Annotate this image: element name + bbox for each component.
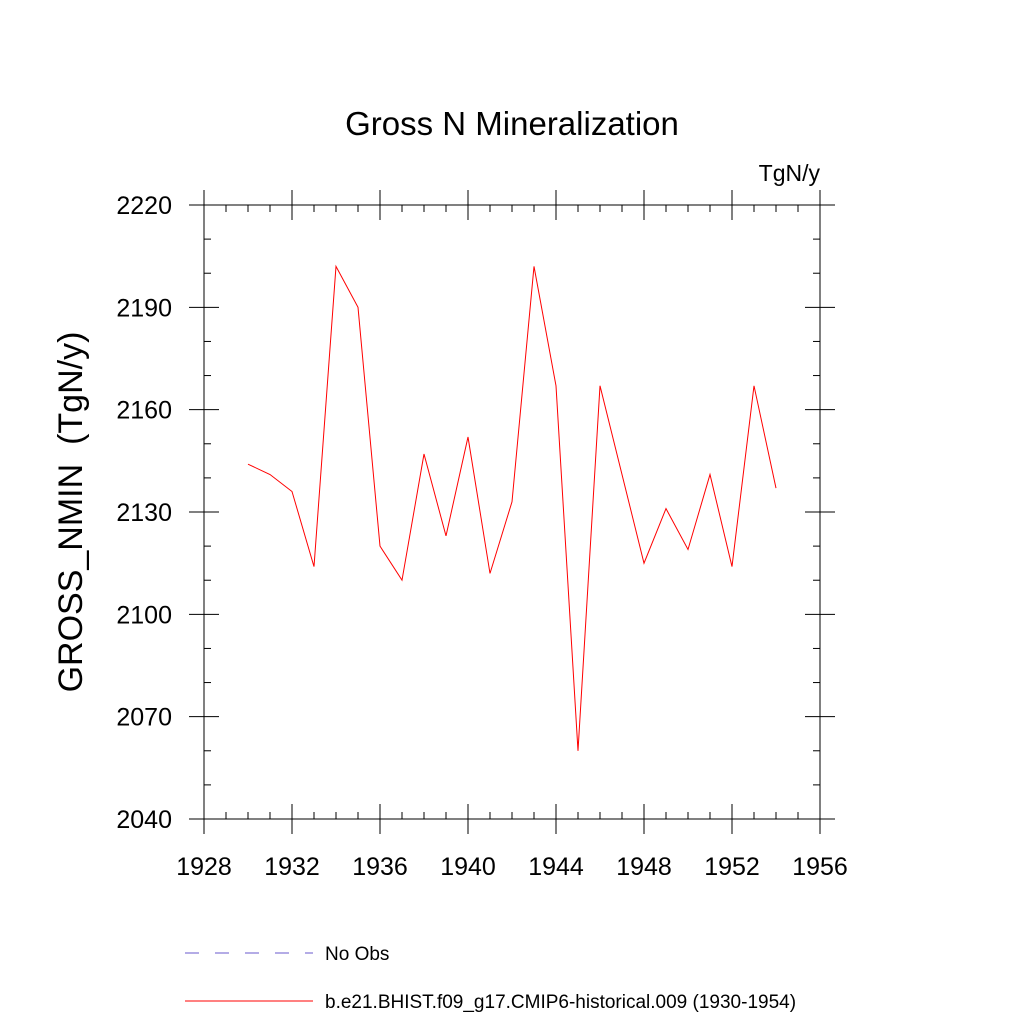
y-tick-label: 2130 <box>116 499 172 527</box>
x-tick-label: 1952 <box>704 853 760 881</box>
y-tick-label: 2100 <box>116 601 172 629</box>
x-tick-label: 1944 <box>528 853 584 881</box>
legend: No Obs b.e21.BHIST.f09_g17.CMIP6-historic… <box>185 944 796 1013</box>
legend-label: b.e21.BHIST.f09_g17.CMIP6-historical.009… <box>325 992 796 1013</box>
y-tick-label: 2190 <box>116 294 172 322</box>
plot-frame <box>203 204 821 820</box>
x-tick-label: 1928 <box>176 853 232 881</box>
chart-title: Gross N Mineralization <box>345 105 679 142</box>
x-tick-label: 1956 <box>792 853 848 881</box>
series-line <box>247 264 777 751</box>
x-tick-label: 1936 <box>352 853 408 881</box>
units-label: TgN/y <box>759 160 821 186</box>
y-tick-label: 2070 <box>116 704 172 732</box>
legend-label: No Obs <box>325 944 389 965</box>
y-tick-label: 2040 <box>116 806 172 834</box>
y-tick-label: 2220 <box>116 192 172 220</box>
x-tick-label: 1940 <box>440 853 496 881</box>
series-layer <box>247 264 777 751</box>
x-tick-label: 1948 <box>616 853 672 881</box>
y-tick-label: 2160 <box>116 397 172 425</box>
y-axis-label: GROSS_NMIN (TgN/y) <box>52 332 90 693</box>
axes-group: 1928 1932 1936 1940 1944 1948 1952 1956 2040 2070… <box>116 190 848 881</box>
x-tick-label: 1932 <box>264 853 320 881</box>
